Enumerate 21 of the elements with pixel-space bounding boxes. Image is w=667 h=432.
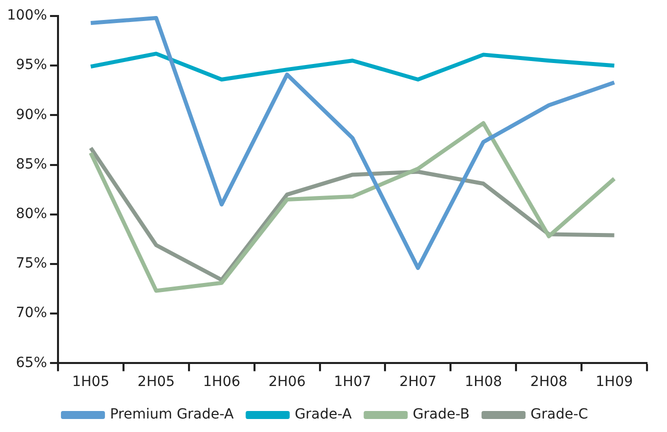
x-tick-label: 1H07 — [334, 374, 372, 390]
x-tick-label: 2H06 — [268, 374, 306, 390]
x-tick-label: 1H06 — [203, 374, 240, 390]
legend-label: Grade-B — [412, 406, 470, 423]
y-tick-label: 100% — [6, 8, 48, 24]
legend-label: Premium Grade-A — [110, 406, 234, 423]
y-tick-label: 90% — [16, 106, 48, 123]
legend-label: Grade-A — [294, 406, 352, 423]
y-tick-label: 80% — [16, 206, 48, 222]
x-tick-label: 2H08 — [530, 374, 568, 390]
y-tick-label: 70% — [16, 305, 48, 322]
x-tick-label: 1H09 — [596, 374, 633, 390]
x-tick-label: 1H08 — [464, 374, 502, 390]
x-tick-label: 2H05 — [138, 374, 175, 390]
y-tick-label: 85% — [16, 156, 48, 172]
y-tick-label: 65% — [16, 354, 48, 371]
x-tick-label: 1H05 — [72, 374, 110, 390]
y-tick-label: 95% — [16, 57, 48, 74]
x-tick-label: 2H07 — [399, 374, 437, 390]
y-tick-label: 75% — [16, 256, 48, 272]
legend-label: Grade-C — [530, 406, 588, 423]
